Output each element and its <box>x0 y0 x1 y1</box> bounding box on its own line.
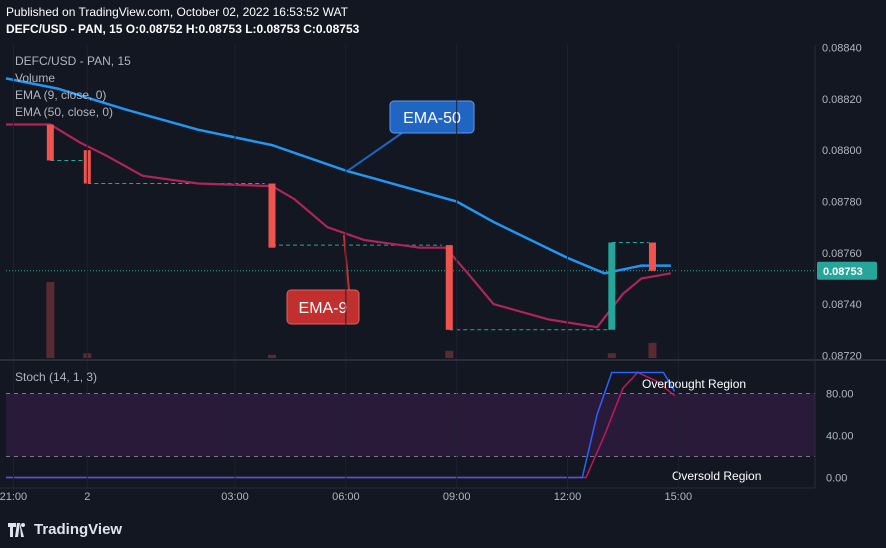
stoch-tick-label: 0.00 <box>826 473 847 485</box>
legend-ema9[interactable]: EMA (9, close, 0) <box>15 88 107 102</box>
price-tick-label: 0.08800 <box>822 145 862 157</box>
time-tick-label: 06:00 <box>332 491 360 503</box>
price-tick-label: 0.08840 <box>822 43 862 55</box>
time-tick-label: 2 <box>84 491 90 503</box>
published-line: Published on TradingView.com, October 02… <box>6 5 348 19</box>
ema50-callout-pointer <box>347 132 403 172</box>
candle <box>608 242 616 330</box>
axes: 0.08840 0.08820 0.08800 0.08780 0.08760 0.087… <box>0 43 886 503</box>
stochastic-pane: Overbought Region Oversold Region <box>6 371 815 483</box>
candle <box>46 124 54 161</box>
stoch-band <box>6 393 815 457</box>
price-tick-label: 0.08780 <box>822 197 862 209</box>
stoch-d-line <box>6 371 676 479</box>
candle <box>268 183 276 248</box>
last-price-tag <box>817 261 877 280</box>
legend-volume[interactable]: Volume <box>15 71 56 85</box>
overbought-label: Overbought Region <box>642 377 746 391</box>
volume-bar <box>648 342 657 358</box>
time-tick-label: 12:00 <box>554 491 582 503</box>
ema50-callout-label: EMA-50 <box>403 110 461 127</box>
last-price-label: 0.08753 <box>823 266 863 278</box>
oversold-label: Oversold Region <box>672 469 761 483</box>
candle <box>648 242 656 271</box>
ema9-callout-pointer <box>342 234 350 291</box>
indicator-legend: DEFC/USD - PAN, 15 Volume EMA (9, close,… <box>15 53 131 121</box>
ema9-callout-box <box>286 289 360 325</box>
stoch-k-line <box>6 371 676 479</box>
ema50-line <box>5 77 671 275</box>
tradingview-logo[interactable]: TradingView <box>8 521 122 538</box>
ema9-callout-label: EMA-9 <box>299 300 348 317</box>
ohlc-line: DEFC/USD - PAN, 15 O:0.08752 H:0.08753 L… <box>6 22 360 36</box>
time-tick-label: 03:00 <box>221 491 249 503</box>
stoch-tick-label: 80.00 <box>826 389 854 401</box>
brand-text: TradingView <box>34 521 123 538</box>
legend-ema50[interactable]: EMA (50, close, 0) <box>15 105 114 119</box>
price-tick-label: 0.08720 <box>822 350 862 362</box>
volume-bar <box>607 353 616 358</box>
time-tick-label: 21:00 <box>0 491 27 503</box>
tradingview-icon <box>8 522 28 537</box>
stoch-tick-label: 40.00 <box>826 431 854 443</box>
volume-bar <box>46 282 55 358</box>
price-tick-label: 0.08740 <box>822 299 862 311</box>
time-tick-label: 15:00 <box>665 491 693 503</box>
legend-symbol: DEFC/USD - PAN, 15 <box>15 54 131 68</box>
volume-bar <box>445 350 454 358</box>
candle <box>445 245 453 330</box>
time-tick-label: 09:00 <box>443 491 471 503</box>
volume-bar <box>267 354 276 358</box>
ema50-callout-box <box>389 100 475 134</box>
ema9-line <box>6 123 672 329</box>
price-tick-label: 0.08760 <box>822 248 862 260</box>
stoch-label[interactable]: Stoch (14, 1, 3) <box>15 370 98 384</box>
price-tick-label: 0.08820 <box>822 94 862 106</box>
price-pane: EMA-50 EMA-9 <box>5 77 815 358</box>
